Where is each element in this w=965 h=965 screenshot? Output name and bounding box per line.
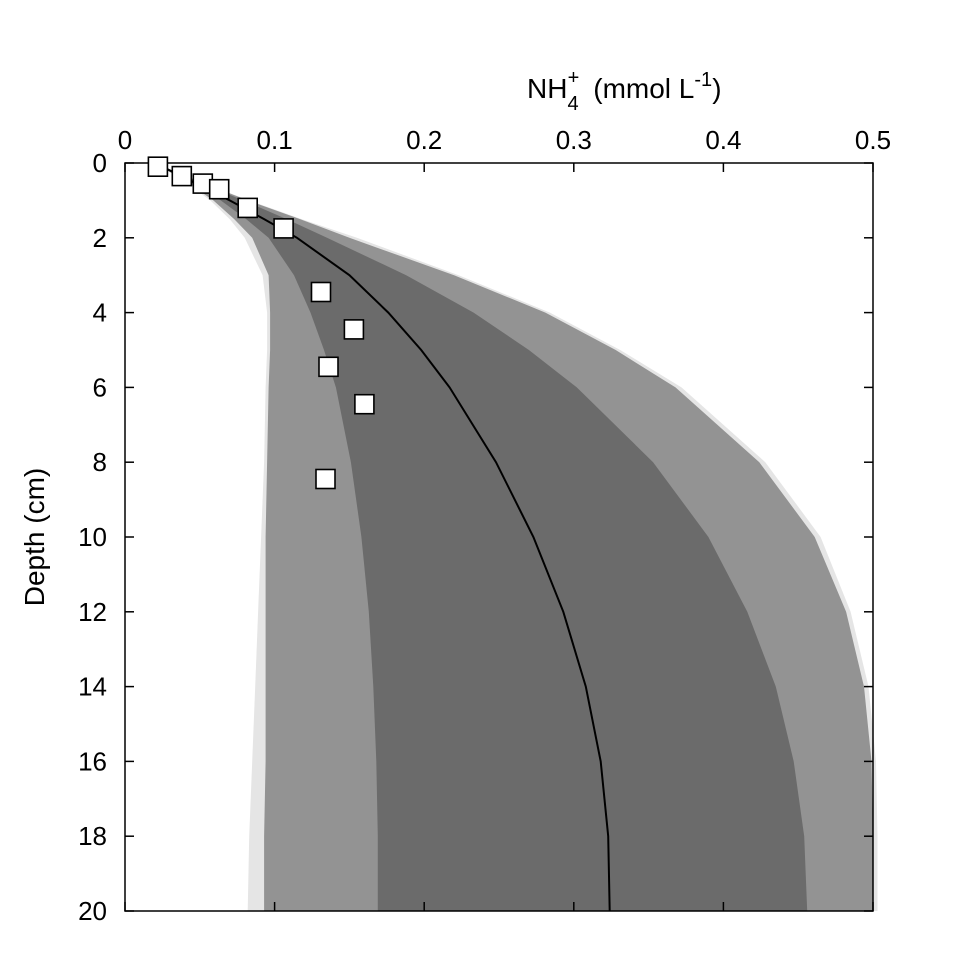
x-axis-title-units-close: )	[712, 73, 721, 104]
x-tick-label: 0.5	[855, 125, 891, 155]
observation-point	[147, 156, 169, 177]
observation-point	[310, 281, 332, 303]
x-tick-label: 0.1	[257, 125, 293, 155]
observation-point	[315, 468, 336, 490]
observation-point	[318, 356, 339, 378]
x-tick-label: 0.3	[556, 125, 592, 155]
y-tick-label: 6	[93, 372, 107, 402]
y-tick-label: 8	[93, 447, 107, 477]
x-tick-label: 0	[118, 125, 132, 155]
y-tick-label: 2	[93, 223, 107, 253]
y-axis-ticks: 0 2 4 6 8 10 12 14 16 18 20	[78, 148, 873, 926]
y-axis-title: Depth (cm)	[19, 468, 50, 606]
y-tick-label: 0	[93, 148, 107, 178]
observation-point	[171, 165, 193, 187]
y-tick-label: 10	[78, 522, 107, 552]
x-tick-label: 0.4	[705, 125, 741, 155]
observation-point	[208, 178, 230, 200]
x-axis-title-superscript: +	[568, 67, 580, 89]
uncertainty-band-3	[154, 163, 808, 911]
x-axis-title-units-superscript: -1	[694, 69, 712, 91]
x-axis-title-units: (mmol L	[593, 73, 694, 104]
x-axis-ticks: 0 0.1 0.2 0.3 0.4 0.5	[118, 125, 891, 911]
x-axis-title-subscript: 4	[567, 93, 578, 115]
y-tick-label: 12	[78, 597, 107, 627]
x-tick-label: 0.2	[406, 125, 442, 155]
observation-markers	[147, 156, 375, 490]
observation-point	[237, 197, 258, 219]
y-tick-label: 18	[78, 821, 107, 851]
y-tick-label: 20	[78, 896, 107, 926]
y-tick-label: 4	[93, 298, 107, 328]
uncertainty-bands	[154, 163, 878, 911]
observation-point	[354, 393, 375, 415]
observation-point	[273, 218, 294, 239]
y-tick-label: 14	[78, 672, 107, 702]
observation-point	[343, 319, 365, 340]
x-axis-title-base: NH	[527, 73, 567, 104]
y-tick-label: 16	[78, 746, 107, 776]
x-axis-title: NH4 + (mmol L-1)	[527, 67, 722, 115]
